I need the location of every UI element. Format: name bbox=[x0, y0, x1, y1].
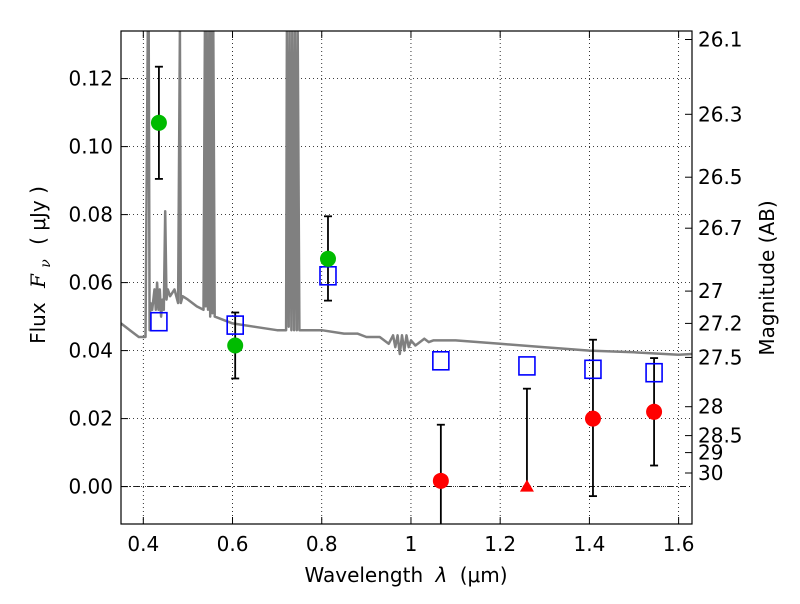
y-tick-label: 0.00 bbox=[68, 475, 113, 499]
y-axis-label-symbol: F bbox=[26, 273, 50, 289]
x-axis-label-unit: (μm) bbox=[460, 563, 508, 587]
y2-tick-label: 26.3 bbox=[698, 102, 743, 126]
y2-tick-label: 28 bbox=[698, 395, 723, 419]
y-tick-label: 0.06 bbox=[68, 271, 113, 295]
plot-background bbox=[121, 31, 692, 524]
x-tick-label: 0.6 bbox=[217, 532, 249, 556]
model-squares bbox=[150, 265, 663, 383]
model-square bbox=[518, 356, 536, 376]
y-tick-label: 0.08 bbox=[68, 203, 113, 227]
y-axis-ticks: 0.00 0.02 0.04 0.06 0.08 0.10 0.12 bbox=[68, 67, 128, 499]
x-axis-label: Wavelength λ (μm) bbox=[304, 563, 507, 587]
y2-tick-label: 28.5 bbox=[698, 424, 743, 448]
y2-tick-label: 26.7 bbox=[698, 216, 743, 240]
y-axis-label: Flux F ν ( μJy ) bbox=[26, 186, 55, 344]
y2-tick-label: 27.5 bbox=[698, 345, 743, 369]
x-tick-label: 1.6 bbox=[663, 532, 695, 556]
data-points bbox=[150, 114, 663, 492]
model-square bbox=[645, 362, 663, 383]
x-axis-ticks: 0.4 0.6 0.8 1 1.2 1.4 1.6 bbox=[127, 31, 695, 556]
y2-axis-label: Magnitude (AB) bbox=[755, 200, 779, 355]
y-tick-label: 0.10 bbox=[68, 135, 113, 159]
x-tick-label: 1.2 bbox=[484, 532, 516, 556]
x-axis-label-prefix: Wavelength bbox=[304, 563, 423, 587]
red-triangle-point bbox=[519, 479, 534, 492]
model-square bbox=[150, 311, 168, 332]
x-axis-label-symbol: λ bbox=[435, 563, 448, 587]
model-square bbox=[432, 350, 450, 371]
red-detection-point bbox=[646, 403, 663, 420]
y-tick-label: 0.04 bbox=[68, 339, 113, 363]
y-axis-label-subscript: ν bbox=[38, 259, 54, 268]
x-tick-label: 1.4 bbox=[573, 532, 605, 556]
model-square bbox=[226, 315, 244, 335]
y2-tick-label: 26.1 bbox=[698, 28, 743, 52]
plot-frame bbox=[120, 30, 693, 525]
x-tick-label: 0.8 bbox=[306, 532, 338, 556]
y2-tick-label: 26.5 bbox=[698, 165, 743, 189]
y-axis-label-unit: ( μJy ) bbox=[26, 186, 50, 245]
y-axis-label-prefix: Flux bbox=[26, 302, 50, 344]
y2-tick-label: 27 bbox=[698, 279, 723, 303]
y-tick-label: 0.02 bbox=[68, 407, 113, 431]
y2-tick-label: 29 bbox=[698, 441, 723, 465]
red-detection-point bbox=[432, 472, 449, 489]
red-detection-point bbox=[584, 410, 601, 427]
green-detection-point bbox=[227, 337, 244, 354]
y2-tick-label: 30 bbox=[698, 461, 723, 485]
y2-tick-label: 27.2 bbox=[698, 311, 743, 335]
x-tick-label: 1 bbox=[405, 532, 418, 556]
green-detection-point bbox=[319, 250, 336, 267]
y-tick-label: 0.12 bbox=[68, 67, 113, 91]
model-square bbox=[584, 359, 602, 380]
x-tick-label: 0.4 bbox=[127, 532, 159, 556]
green-detection-point bbox=[150, 114, 167, 131]
